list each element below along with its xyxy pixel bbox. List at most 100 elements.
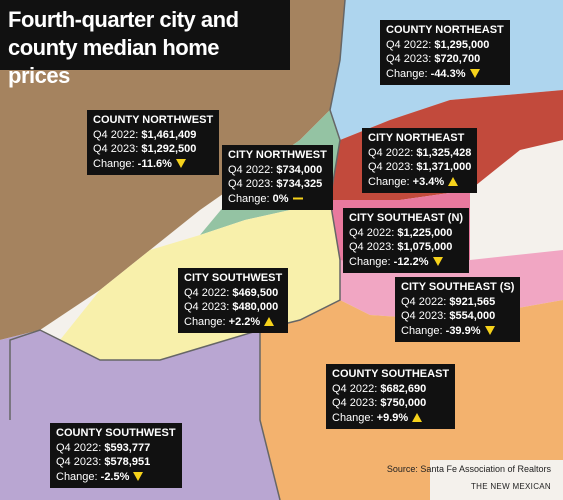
region-box: COUNTY SOUTHEAST Q4 2022: $682,690 Q4 2023…: [326, 364, 456, 429]
row-value: $734,000: [276, 163, 323, 176]
price-row: Change: +9.9%: [332, 411, 449, 426]
row-label: Change:: [386, 67, 428, 80]
title-line: county median home prices: [8, 35, 220, 88]
row-value: $682,690: [380, 382, 427, 395]
trend-icon: [484, 326, 495, 336]
row-label: Change:: [228, 192, 270, 205]
price-row: Q4 2023: $480,000: [184, 300, 282, 315]
region-name: CITY NORTHEAST: [368, 132, 465, 144]
row-label: Change:: [184, 315, 226, 328]
price-row: Q4 2022: $469,500: [184, 286, 282, 301]
trend-icon: [133, 472, 144, 482]
price-row: Q4 2022: $921,565: [401, 295, 514, 310]
row-label: Q4 2023:: [93, 143, 139, 155]
row-value: $921,565: [449, 295, 496, 308]
trend-icon: [432, 257, 443, 267]
row-label: Change:: [56, 470, 98, 483]
row-value: $593,777: [104, 441, 151, 454]
region-name: COUNTY NORTHEAST: [386, 24, 504, 36]
row-value: $1,461,409: [141, 128, 197, 141]
price-row: Change: -2.5%: [56, 470, 176, 485]
row-value: $1,225,000: [397, 226, 453, 239]
trend-icon: [175, 159, 186, 169]
price-row: Q4 2023: $578,951: [56, 455, 176, 470]
price-row: Change: 0%: [228, 192, 327, 207]
row-label: Q4 2023:: [228, 178, 274, 190]
row-value: -39.9%: [445, 324, 481, 337]
row-value: $1,292,500: [141, 143, 197, 155]
price-row: Change: +3.4%: [368, 175, 471, 190]
row-label: Q4 2023:: [332, 397, 378, 409]
row-value: $578,951: [104, 456, 151, 468]
row-label: Q4 2022:: [93, 128, 139, 141]
region-box: COUNTY NORTHEAST Q4 2022: $1,295,000 Q4 20…: [380, 20, 510, 85]
price-row: Q4 2023: $750,000: [332, 396, 449, 411]
row-label: Q4 2023:: [184, 301, 230, 313]
price-row: Q4 2022: $1,295,000: [386, 38, 504, 53]
row-label: Q4 2023:: [401, 310, 447, 322]
price-row: Q4 2022: $1,225,000: [349, 226, 463, 241]
price-row: Q4 2023: $554,000: [401, 309, 514, 324]
row-label: Q4 2022:: [332, 382, 378, 395]
region-box: CITY SOUTHEAST (S) Q4 2022: $921,565 Q4 20…: [395, 277, 521, 342]
region-name: CITY SOUTHWEST: [184, 272, 283, 284]
credit: THE NEW MEXICAN: [470, 482, 551, 491]
trend-icon: [412, 413, 423, 423]
row-label: Q4 2022:: [184, 286, 230, 299]
row-value: -11.6%: [137, 157, 172, 170]
price-row: Q4 2023: $720,700: [386, 52, 504, 67]
row-label: Change:: [93, 157, 135, 170]
region-box: COUNTY NORTHWEST Q4 2022: $1,461,409 Q4 20…: [87, 110, 220, 175]
price-row: Change: -44.3%: [386, 67, 504, 82]
row-value: -44.3%: [430, 67, 466, 80]
row-value: -2.5%: [100, 470, 130, 483]
row-value: $1,295,000: [434, 38, 490, 51]
row-label: Q4 2022:: [228, 163, 274, 176]
region-box: CITY SOUTHWEST Q4 2022: $469,500 Q4 2023: …: [178, 268, 289, 333]
boundary-line: [259, 330, 281, 500]
row-label: Q4 2023:: [349, 241, 395, 253]
source: Source: Santa Fe Association of Realtors: [386, 464, 551, 474]
row-label: Q4 2022:: [56, 441, 102, 454]
price-row: Change: -11.6%: [93, 157, 213, 172]
price-row: Q4 2022: $593,777: [56, 441, 176, 456]
row-value: 0%: [272, 192, 289, 205]
row-label: Change:: [349, 255, 391, 268]
row-value: +9.9%: [376, 411, 409, 424]
row-label: Change:: [401, 324, 443, 337]
region-name: COUNTY NORTHWEST: [93, 114, 214, 126]
price-row: Change: -39.9%: [401, 324, 514, 339]
region-box: COUNTY SOUTHWEST Q4 2022: $593,777 Q4 2023…: [50, 423, 182, 488]
row-label: Change:: [368, 175, 410, 188]
row-value: $469,500: [232, 286, 279, 299]
price-row: Q4 2022: $734,000: [228, 163, 327, 178]
row-value: $720,700: [434, 53, 481, 65]
region-box: CITY NORTHWEST Q4 2022: $734,000 Q4 2023: …: [222, 145, 333, 210]
row-value: $1,075,000: [397, 241, 453, 253]
row-value: $1,325,428: [416, 146, 472, 159]
row-value: +2.2%: [228, 315, 261, 328]
row-value: $734,325: [276, 178, 323, 190]
row-label: Change:: [332, 411, 374, 424]
title-line: Fourth-quarter city and: [8, 7, 239, 32]
price-row: Q4 2022: $1,461,409: [93, 128, 213, 143]
title-box: Fourth-quarter city and county median ho…: [0, 0, 290, 88]
region-box: CITY SOUTHEAST (N) Q4 2022: $1,225,000 Q4 …: [343, 208, 470, 273]
row-label: Q4 2023:: [56, 456, 102, 468]
region-name: COUNTY SOUTHEAST: [332, 368, 450, 380]
row-value: +3.4%: [412, 175, 445, 188]
region-name: CITY SOUTHEAST (S): [401, 281, 515, 293]
row-value: -12.2%: [393, 255, 429, 268]
row-label: Q4 2022:: [401, 295, 447, 308]
price-row: Change: +2.2%: [184, 315, 282, 330]
price-row: Q4 2023: $1,075,000: [349, 240, 463, 255]
region-name: CITY SOUTHEAST (N): [349, 212, 464, 224]
trend-icon: [469, 69, 480, 79]
region-name: COUNTY SOUTHWEST: [56, 427, 176, 439]
price-row: Q4 2023: $734,325: [228, 177, 327, 192]
row-label: Q4 2022:: [368, 146, 414, 159]
trend-icon: [264, 317, 275, 327]
price-row: Q4 2023: $1,292,500: [93, 142, 213, 157]
row-label: Q4 2022:: [386, 38, 432, 51]
